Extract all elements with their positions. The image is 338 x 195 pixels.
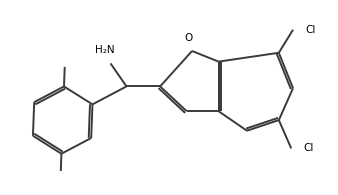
Text: Cl: Cl — [304, 144, 314, 153]
Text: O: O — [184, 33, 193, 43]
Text: Cl: Cl — [306, 25, 316, 35]
Text: H₂N: H₂N — [95, 44, 115, 55]
